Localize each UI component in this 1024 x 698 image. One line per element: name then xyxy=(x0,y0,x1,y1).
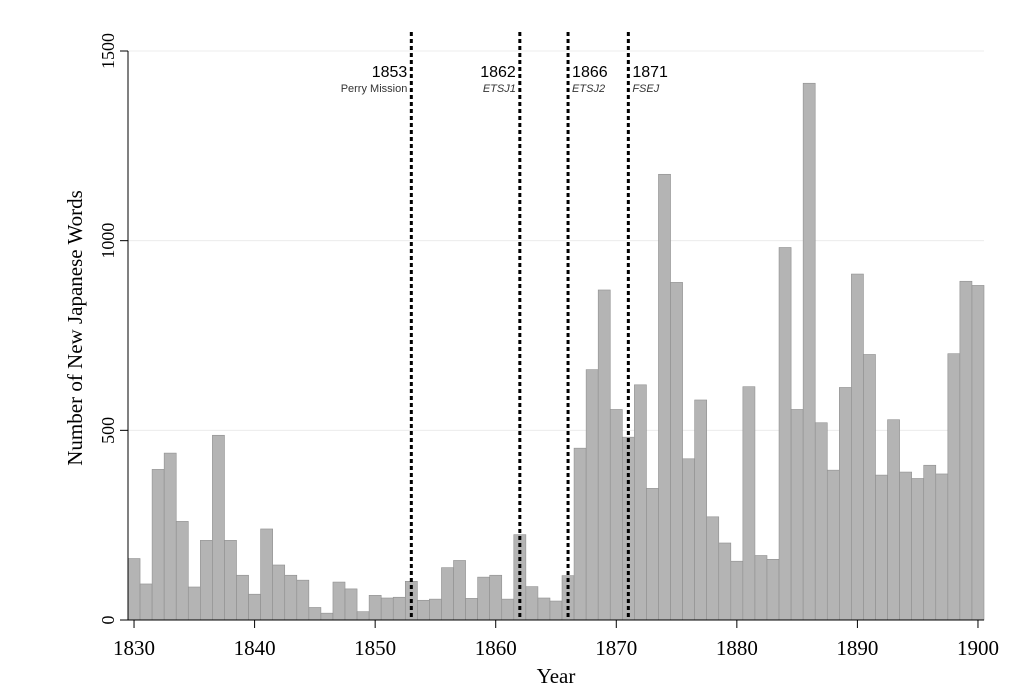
bar-1895 xyxy=(911,478,925,621)
bars xyxy=(127,82,985,621)
bar-1883 xyxy=(766,559,780,621)
bar-1864 xyxy=(537,597,551,621)
bar-1887 xyxy=(814,422,828,621)
x-tick-label: 1900 xyxy=(957,636,999,660)
bar-1900 xyxy=(971,285,985,621)
bar-1843 xyxy=(284,574,298,621)
bar-1858 xyxy=(465,598,478,621)
bar-1872 xyxy=(634,384,647,621)
x-tick-label: 1840 xyxy=(234,636,276,660)
event-year-label: 1866 xyxy=(572,64,608,81)
bar-1857 xyxy=(453,560,466,621)
bar-1836 xyxy=(200,540,213,621)
bar-1884 xyxy=(778,247,792,621)
event-sublabel: ETSJ2 xyxy=(572,83,605,95)
bar-1835 xyxy=(187,586,201,621)
event-year-label: 1853 xyxy=(372,64,408,81)
event-sublabel: Perry Mission xyxy=(341,83,408,95)
x-tick-label: 1880 xyxy=(716,636,758,660)
bar-1865 xyxy=(549,600,563,621)
bar-1861 xyxy=(501,598,515,621)
axes: 0 500 1000 1500 1830 1840 1850 1860 1870 1880 1890… xyxy=(98,33,999,660)
bar-1869 xyxy=(597,289,611,621)
bar-1879 xyxy=(718,542,732,621)
bar-1894 xyxy=(899,471,912,621)
bar-1855 xyxy=(429,598,442,621)
bar-1832 xyxy=(151,469,165,621)
bar-1856 xyxy=(441,567,454,621)
bar-1830 xyxy=(127,558,141,621)
bar-1851 xyxy=(380,597,394,621)
bar-1847 xyxy=(332,581,346,621)
bar-1854 xyxy=(417,599,430,621)
bar-1880 xyxy=(730,560,744,621)
bar-1881 xyxy=(742,386,756,621)
bar-1877 xyxy=(694,399,708,621)
bar-1892 xyxy=(875,474,888,621)
bar-1839 xyxy=(236,574,249,621)
x-tick-label: 1890 xyxy=(836,636,878,660)
bar-1848 xyxy=(344,588,358,621)
bar-1834 xyxy=(175,521,189,621)
bar-1842 xyxy=(272,564,286,621)
x-tick-label: 1850 xyxy=(354,636,396,660)
bar-1896 xyxy=(923,464,937,621)
bar-1874 xyxy=(658,173,671,621)
bar-1888 xyxy=(826,469,840,621)
bar-1859 xyxy=(477,576,490,621)
event-year-label: 1862 xyxy=(480,64,516,81)
bar-1850 xyxy=(368,595,382,621)
bar-1885 xyxy=(790,409,804,621)
event-year-label: 1871 xyxy=(632,64,668,81)
bar-1852 xyxy=(392,596,406,621)
bar-1889 xyxy=(839,387,852,621)
bar-1863 xyxy=(525,586,539,621)
event-sublabel: ETSJ1 xyxy=(483,83,516,95)
bar-1890 xyxy=(851,273,864,621)
y-tick-label: 500 xyxy=(98,417,118,444)
bar-1875 xyxy=(670,282,683,621)
bar-1841 xyxy=(260,528,273,621)
bar-1868 xyxy=(585,369,599,621)
bar-1893 xyxy=(887,419,900,621)
bar-1899 xyxy=(959,280,973,621)
bar-1846 xyxy=(320,612,334,621)
bar-1840 xyxy=(248,593,261,621)
y-axis-label: Number of New Japanese Words xyxy=(63,190,87,466)
bar-1849 xyxy=(356,611,370,621)
y-tick-label: 0 xyxy=(98,616,118,625)
bar-1882 xyxy=(754,555,768,621)
bar-1878 xyxy=(706,516,720,621)
event-sublabel: FSEJ xyxy=(632,83,659,95)
bar-1845 xyxy=(308,607,322,621)
bar-1898 xyxy=(947,353,961,621)
bar-1897 xyxy=(935,473,949,621)
bar-1873 xyxy=(646,488,659,621)
y-tick-label: 1500 xyxy=(98,33,118,69)
bar-1831 xyxy=(139,583,153,621)
x-tick-label: 1870 xyxy=(595,636,637,660)
x-axis-label: Year xyxy=(537,664,576,688)
bar-1844 xyxy=(296,579,310,621)
bar-1837 xyxy=(212,434,225,621)
y-tick-label: 1000 xyxy=(98,223,118,259)
bar-1838 xyxy=(224,540,237,621)
bar-1886 xyxy=(802,82,816,621)
bar-1870 xyxy=(609,409,623,621)
bar-1876 xyxy=(682,458,695,621)
bar-1860 xyxy=(489,574,503,621)
x-tick-label: 1860 xyxy=(475,636,517,660)
bar-1867 xyxy=(573,447,587,621)
event-markers: 1853 Perry Mission 1862 ETSJ1 1866 ETSJ2 1871 F… xyxy=(341,32,668,620)
bar-1833 xyxy=(163,452,177,621)
x-tick-label: 1830 xyxy=(113,636,155,660)
bar-1891 xyxy=(863,354,876,621)
